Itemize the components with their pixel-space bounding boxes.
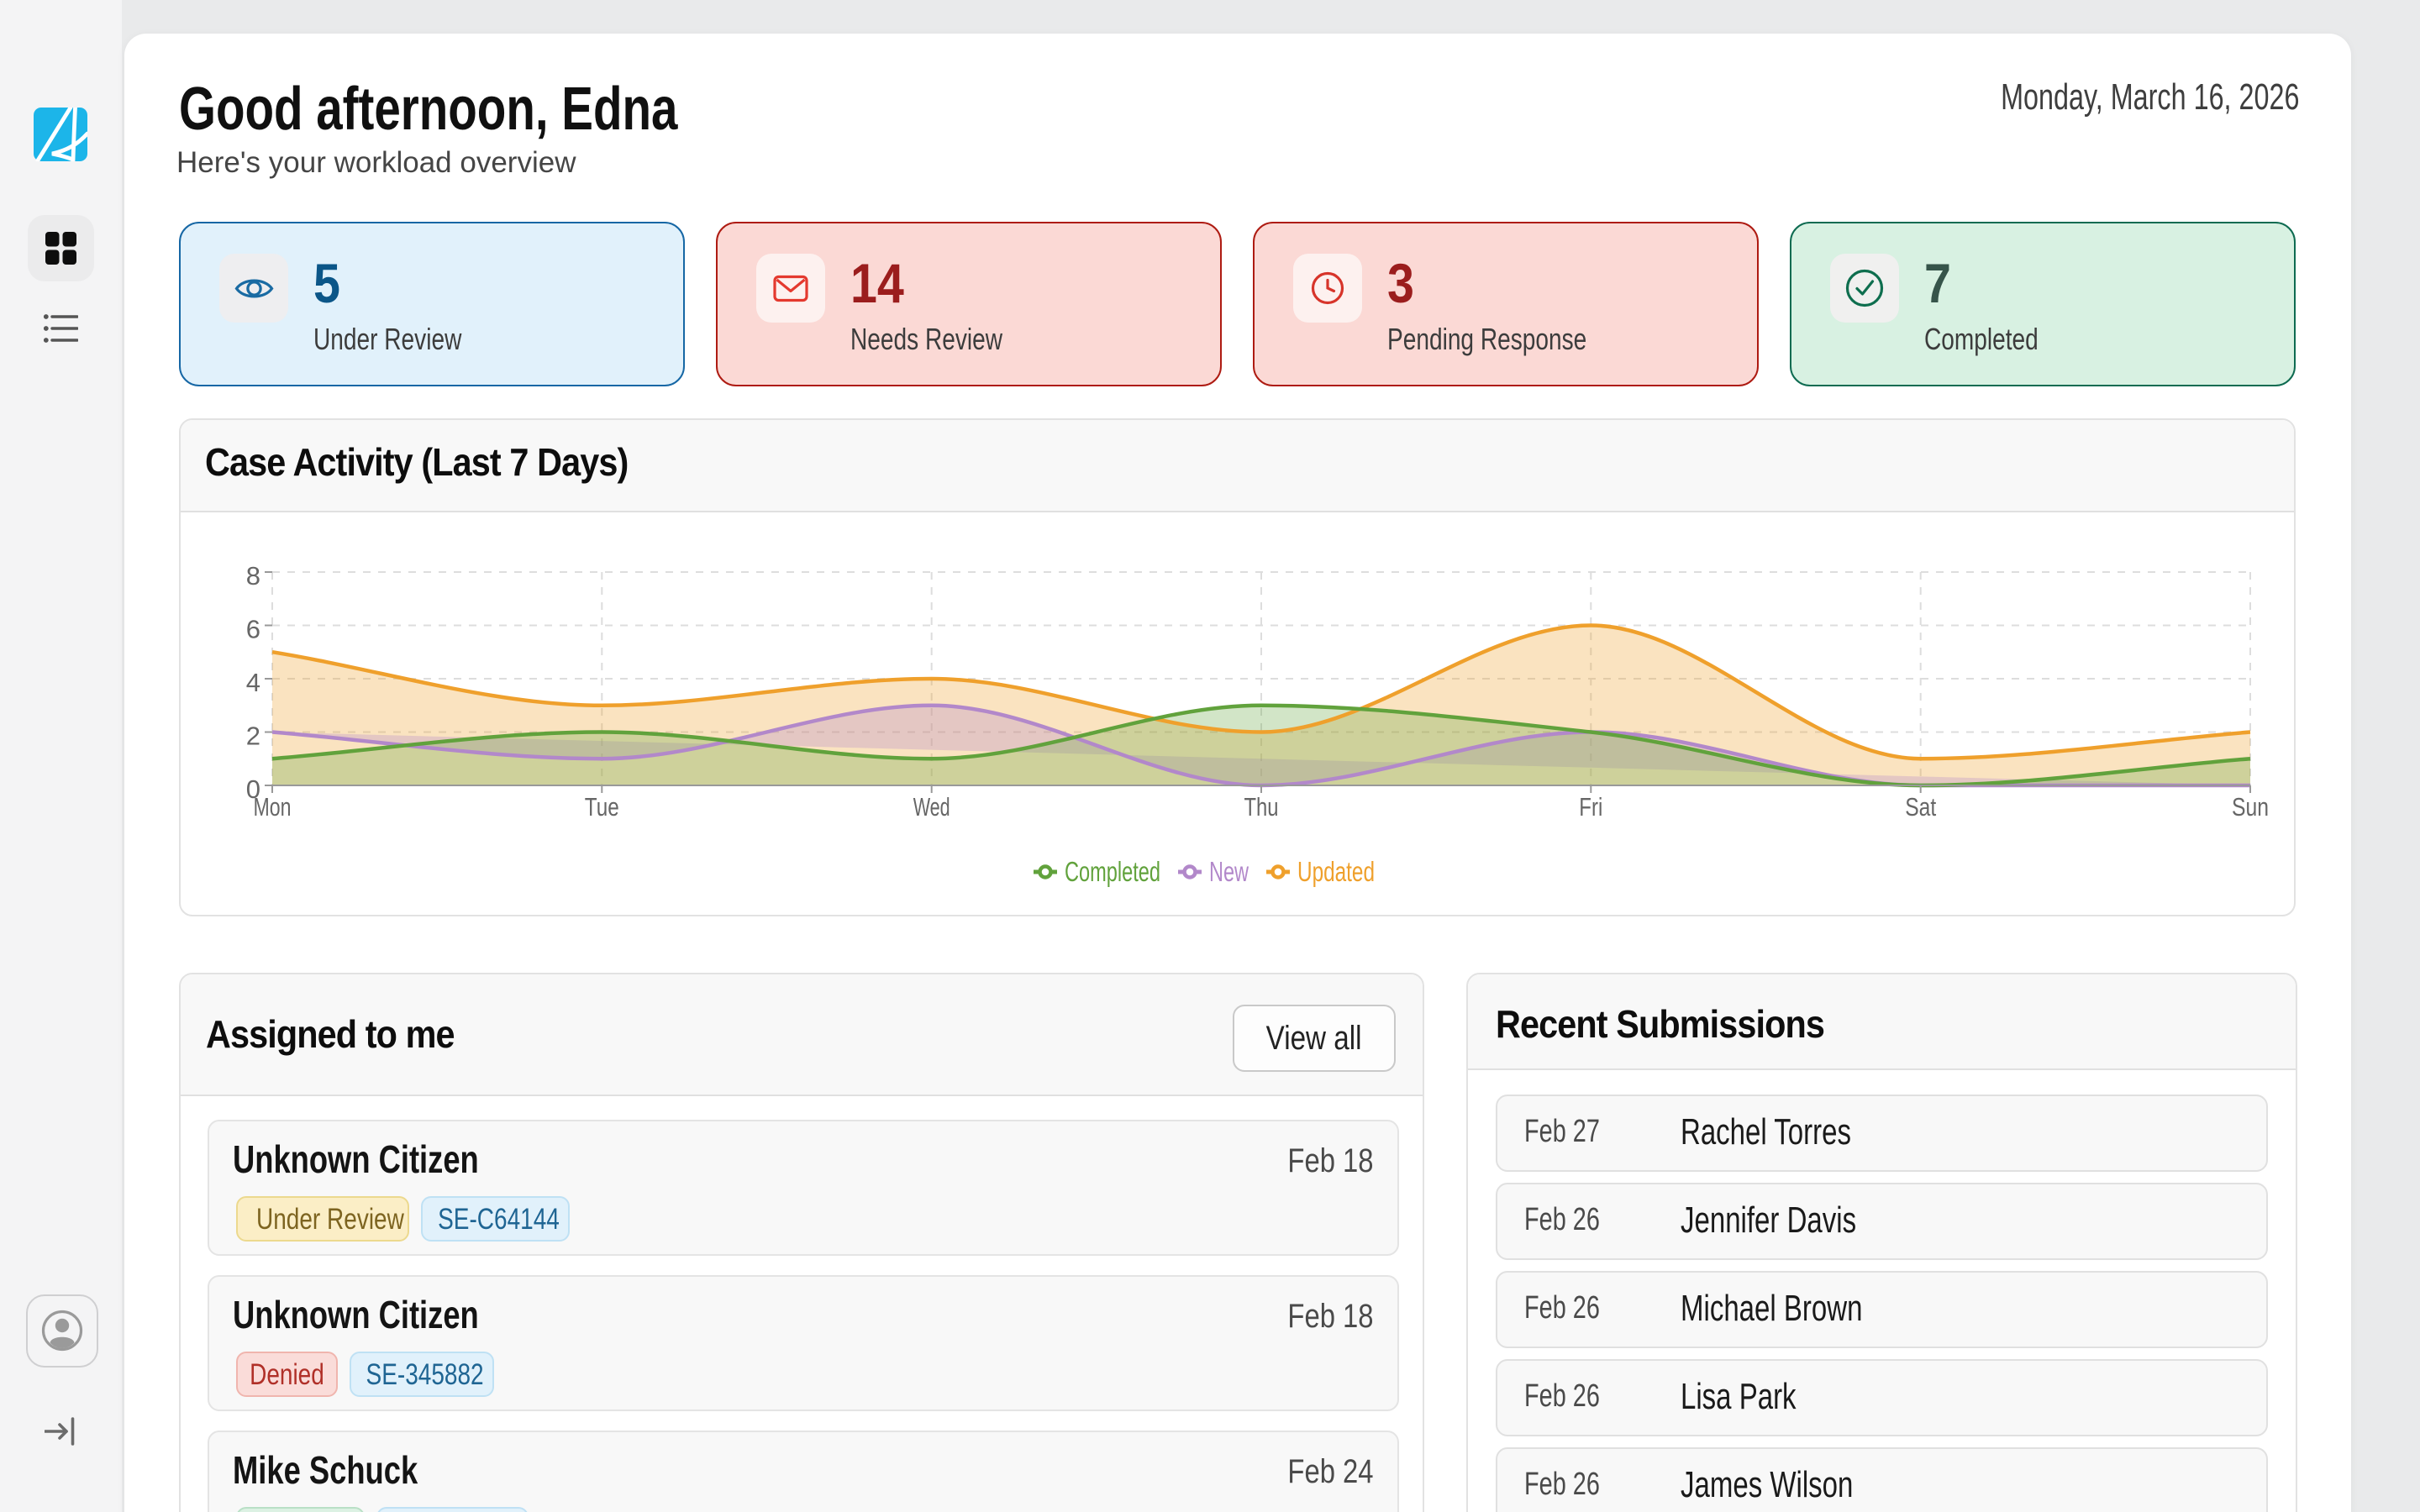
svg-text:Sun: Sun [2232, 792, 2269, 822]
svg-text:Updated: Updated [1297, 856, 1375, 887]
svg-text:0: 0 [246, 774, 260, 804]
svg-text:Wed: Wed [913, 792, 950, 822]
svg-text:Mon: Mon [254, 792, 292, 822]
svg-text:Thu: Thu [1244, 792, 1279, 822]
svg-text:Fri: Fri [1579, 792, 1602, 822]
svg-text:2: 2 [246, 722, 260, 751]
svg-text:8: 8 [246, 561, 260, 591]
svg-text:Tue: Tue [585, 792, 619, 822]
svg-text:6: 6 [246, 615, 260, 644]
svg-text:New: New [1209, 856, 1249, 887]
svg-text:Sat: Sat [1905, 792, 1936, 822]
svg-text:4: 4 [246, 668, 260, 697]
svg-text:Completed: Completed [1065, 856, 1160, 887]
